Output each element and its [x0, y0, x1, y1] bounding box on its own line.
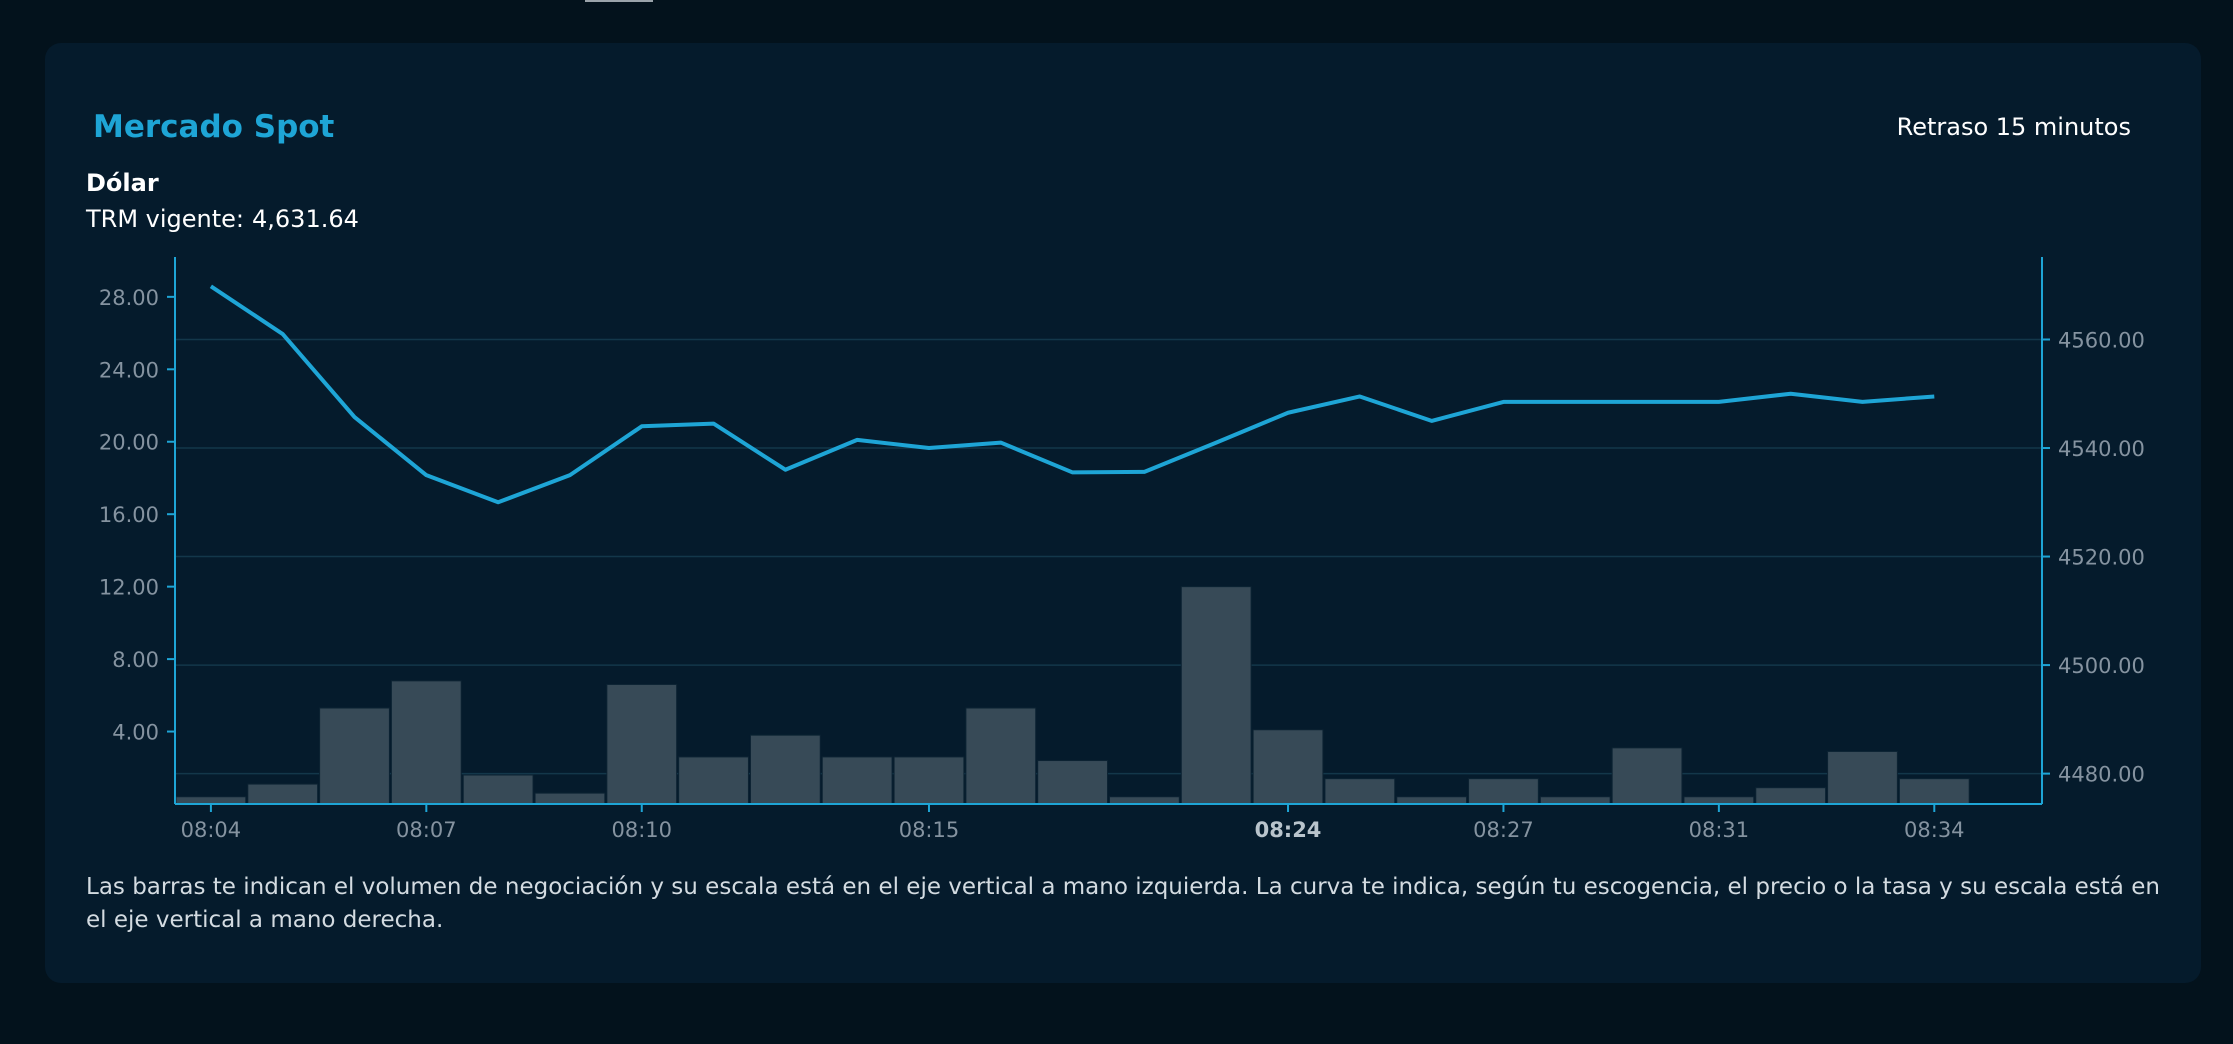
volume-bar: [821, 756, 893, 805]
volume-bar: [1611, 747, 1683, 805]
right-tick-label: 4560.00: [2058, 328, 2145, 352]
left-tick-label: 20.00: [99, 431, 159, 455]
chart-explanation: Las barras te indican el volumen de nego…: [86, 874, 2160, 933]
x-tick-label: 08:10: [611, 818, 672, 842]
left-tick-label: 8.00: [112, 648, 159, 672]
volume-bar: [965, 707, 1037, 805]
right-tick-label: 4500.00: [2058, 654, 2145, 678]
volume-bar: [1037, 760, 1109, 805]
right-tick-label: 4520.00: [2058, 546, 2145, 570]
x-tick-label: 08:34: [1904, 818, 1965, 842]
volume-bar: [1755, 787, 1827, 805]
trm-label: TRM vigente:: [86, 205, 245, 233]
volume-bar: [606, 683, 678, 805]
x-tick-label: 08:31: [1689, 818, 1750, 842]
x-tick-label: 08:24: [1255, 818, 1322, 842]
volume-price-chart[interactable]: 4.00 8.00 12.00 16.00 20.00 24.00 28.00 4480.00…: [45, 43, 2201, 863]
trm-value: 4,631.64: [252, 205, 359, 233]
volume-bar: [247, 783, 319, 805]
volume-bar: [1252, 729, 1324, 805]
left-tick-label: 12.00: [99, 576, 159, 600]
volume-bar: [1468, 778, 1539, 805]
x-tick-label: 08:07: [396, 818, 457, 842]
left-tick-label: 4.00: [112, 721, 159, 745]
volume-bar: [1539, 796, 1611, 805]
right-tick-label: 4540.00: [2058, 437, 2145, 461]
volume-bar: [175, 796, 247, 805]
x-tick-label: 08:27: [1473, 818, 1534, 842]
delay-label: Retraso 15 minutos: [1896, 113, 2131, 141]
volume-bar: [1683, 796, 1755, 805]
trm-row: TRM vigente: 4,631.64: [86, 205, 367, 233]
volume-bar: [1324, 778, 1396, 805]
volume-bar: [893, 756, 965, 805]
top-tab-indicator: [585, 0, 653, 2]
volume-bar: [1180, 586, 1252, 805]
volume-bar: [462, 774, 534, 805]
card-title: Mercado Spot: [93, 109, 335, 145]
volume-bar: [749, 734, 821, 805]
x-tick-label: 08:04: [181, 818, 242, 842]
left-tick-label: 16.00: [99, 503, 159, 527]
volume-bar: [1396, 796, 1468, 805]
left-tick-label: 24.00: [99, 358, 159, 382]
price-line: [209, 284, 1935, 505]
currency-label: Dólar: [86, 169, 159, 197]
volume-bar: [534, 792, 606, 805]
x-tick-label: 08:15: [899, 818, 960, 842]
volume-bar: [1898, 778, 1970, 805]
volume-bar: [678, 756, 749, 805]
volume-bar: [1109, 796, 1180, 805]
left-tick-label: 28.00: [99, 286, 159, 310]
right-tick-label: 4480.00: [2058, 763, 2145, 787]
volume-bar: [319, 707, 390, 805]
spot-market-card: Mercado Spot Retraso 15 minutos Dólar TR…: [45, 43, 2201, 983]
volume-bar: [1827, 750, 1898, 805]
volume-bar: [390, 680, 462, 805]
